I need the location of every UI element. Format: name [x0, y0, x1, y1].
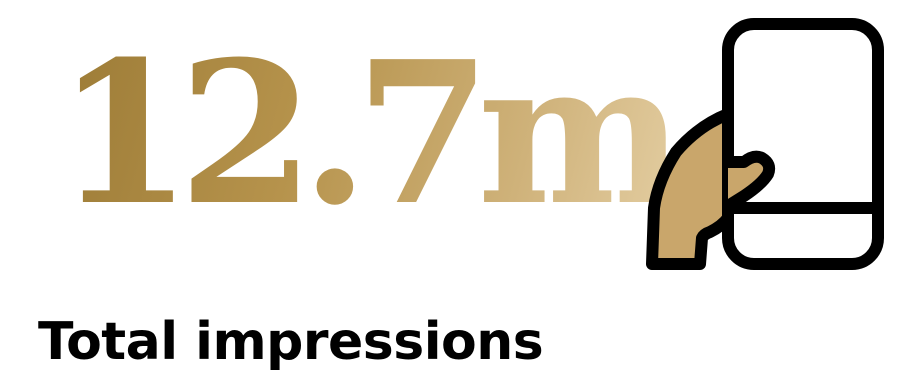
hand-shape [646, 108, 734, 270]
stat-label: Total impressions [38, 312, 544, 372]
stat-value: 12.7m [56, 19, 685, 249]
hand-holding-phone-icon [646, 18, 884, 270]
thumb-outline [722, 150, 776, 212]
phone-body [722, 18, 884, 270]
